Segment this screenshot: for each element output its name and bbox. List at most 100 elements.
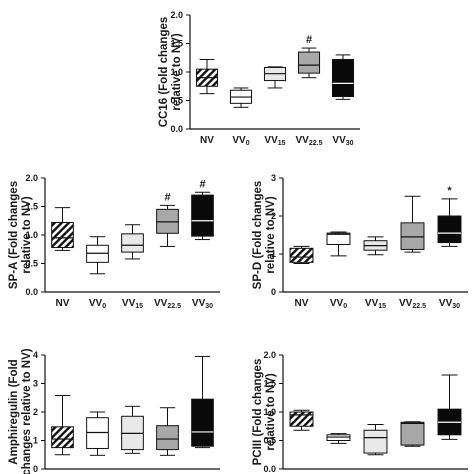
- x-tick-main: VV: [154, 298, 168, 309]
- y-tick-label: 1: [33, 436, 38, 446]
- box-4: [156, 407, 179, 456]
- y-tick-label: 0: [271, 287, 276, 297]
- x-tick-main: VV: [296, 135, 310, 146]
- box-3: [263, 66, 287, 89]
- x-tick-label: VV30: [192, 298, 213, 310]
- y-tick-label: 0.5: [25, 259, 38, 269]
- x-tick-label: VV0: [330, 298, 347, 310]
- x-tick-main: VV: [192, 298, 206, 309]
- x-tick-label: VV0: [232, 135, 249, 147]
- x-tick-label: NV: [200, 135, 214, 146]
- y-tick-label: 0.0: [170, 124, 183, 134]
- y-axis-label: relative to NV): [21, 196, 33, 273]
- chart-panel-2: 0.0 0.5 1.0 1.5 2.0 SP-A (Fold changes relativ…: [8, 173, 220, 310]
- box-body: [437, 215, 462, 244]
- x-tick-subscript: 15: [378, 303, 386, 310]
- x-tick-main: VV: [399, 298, 413, 309]
- box-body: [400, 222, 425, 250]
- x-tick-main: VV: [264, 135, 278, 146]
- x-tick-subscript: 22.5: [309, 140, 323, 147]
- box-1: [289, 245, 314, 264]
- box-body: [51, 221, 74, 249]
- x-tick-label: NV: [295, 298, 309, 309]
- y-tick-label: 1.5: [263, 379, 276, 389]
- significance-mark: #: [199, 178, 205, 190]
- x-tick-label: VV22.5: [296, 135, 323, 147]
- box-3: [363, 236, 388, 256]
- y-axis-label: changes relative to NV): [21, 348, 33, 474]
- chart-panel-3: 0 1 2 3 SP-D (Fold changes relative to NV) NV V…: [252, 173, 468, 310]
- chart-panel-4: 0 1 2 3 4 Amphiregulin (Fold changes relative …: [8, 348, 220, 474]
- y-tick-label: 3: [271, 173, 276, 183]
- x-tick-label: VV30: [332, 135, 353, 147]
- significance-mark: *: [447, 185, 452, 197]
- box-2: [229, 87, 253, 108]
- y-axis-label: PCIII (Fold changes: [252, 359, 264, 466]
- box-4: #: [156, 191, 179, 247]
- box-4: #: [297, 34, 321, 79]
- box-body: [191, 398, 214, 447]
- box-body: [289, 247, 314, 263]
- y-tick-label: 2.0: [170, 10, 183, 20]
- y-tick-label: 1.5: [25, 202, 38, 212]
- y-axis-label: CC16 (Fold changes: [158, 17, 170, 128]
- y-tick-label: 0.0: [25, 287, 38, 297]
- significance-mark: #: [306, 34, 312, 46]
- y-axis-label: Amphiregulin (Fold: [8, 359, 20, 464]
- x-tick-label: VV15: [122, 298, 143, 310]
- y-tick-label: 0.5: [263, 436, 276, 446]
- box-3: [121, 405, 144, 454]
- box-5: [331, 54, 355, 100]
- box-1: [195, 58, 219, 95]
- box-body: [51, 426, 74, 449]
- box-body: [331, 58, 355, 98]
- x-tick-label: NV: [56, 298, 70, 309]
- y-tick-label: 1.5: [170, 39, 183, 49]
- y-tick-label: 2: [271, 211, 276, 221]
- y-tick-label: 2.0: [263, 350, 276, 360]
- x-tick-label: VV15: [365, 298, 386, 310]
- y-tick-label: 3: [33, 379, 38, 389]
- x-tick-subscript: 0: [246, 140, 250, 147]
- x-tick-subscript: 30: [346, 140, 354, 147]
- box-5: *: [437, 185, 462, 247]
- box-2: [86, 411, 109, 456]
- y-tick-label: 2: [33, 407, 38, 417]
- box-5: [191, 355, 214, 449]
- y-axis-label: relative to NV): [265, 373, 277, 450]
- x-tick-subscript: 15: [278, 140, 286, 147]
- box-2: [326, 231, 351, 257]
- box-4: [400, 421, 425, 447]
- box-5: [437, 374, 462, 440]
- box-body: [363, 429, 388, 454]
- y-tick-label: 0.0: [263, 464, 276, 474]
- x-tick-main: VV: [439, 298, 453, 309]
- y-axis-label: SP-A (Fold changes: [8, 181, 20, 289]
- box-body: [297, 51, 321, 74]
- x-tick-label: VV15: [264, 135, 285, 147]
- x-tick-subscript: 0: [343, 303, 347, 310]
- x-tick-subscript: 30: [452, 303, 460, 310]
- x-tick-main: VV: [89, 298, 103, 309]
- y-tick-label: 1.0: [25, 230, 38, 240]
- box-1: [51, 207, 74, 251]
- y-axis-label: relative to NV): [171, 33, 183, 110]
- x-tick-main: VV: [365, 298, 379, 309]
- x-tick-main: VV: [332, 135, 346, 146]
- x-tick-subscript: 0: [102, 303, 106, 310]
- box-4: [400, 195, 425, 253]
- x-tick-main: VV: [122, 298, 136, 309]
- box-3: [121, 224, 144, 260]
- y-tick-label: 1.0: [170, 67, 183, 77]
- box-2: [326, 433, 351, 444]
- x-tick-subscript: 22.5: [167, 303, 181, 310]
- x-tick-subscript: 22.5: [412, 303, 426, 310]
- box-1: [289, 409, 314, 431]
- y-tick-label: 1: [271, 249, 276, 259]
- x-tick-label: VV0: [89, 298, 106, 310]
- box-body: [156, 425, 179, 451]
- y-tick-label: 1.0: [263, 407, 276, 417]
- y-tick-label: 0.5: [170, 96, 183, 106]
- x-tick-subscript: 30: [205, 303, 213, 310]
